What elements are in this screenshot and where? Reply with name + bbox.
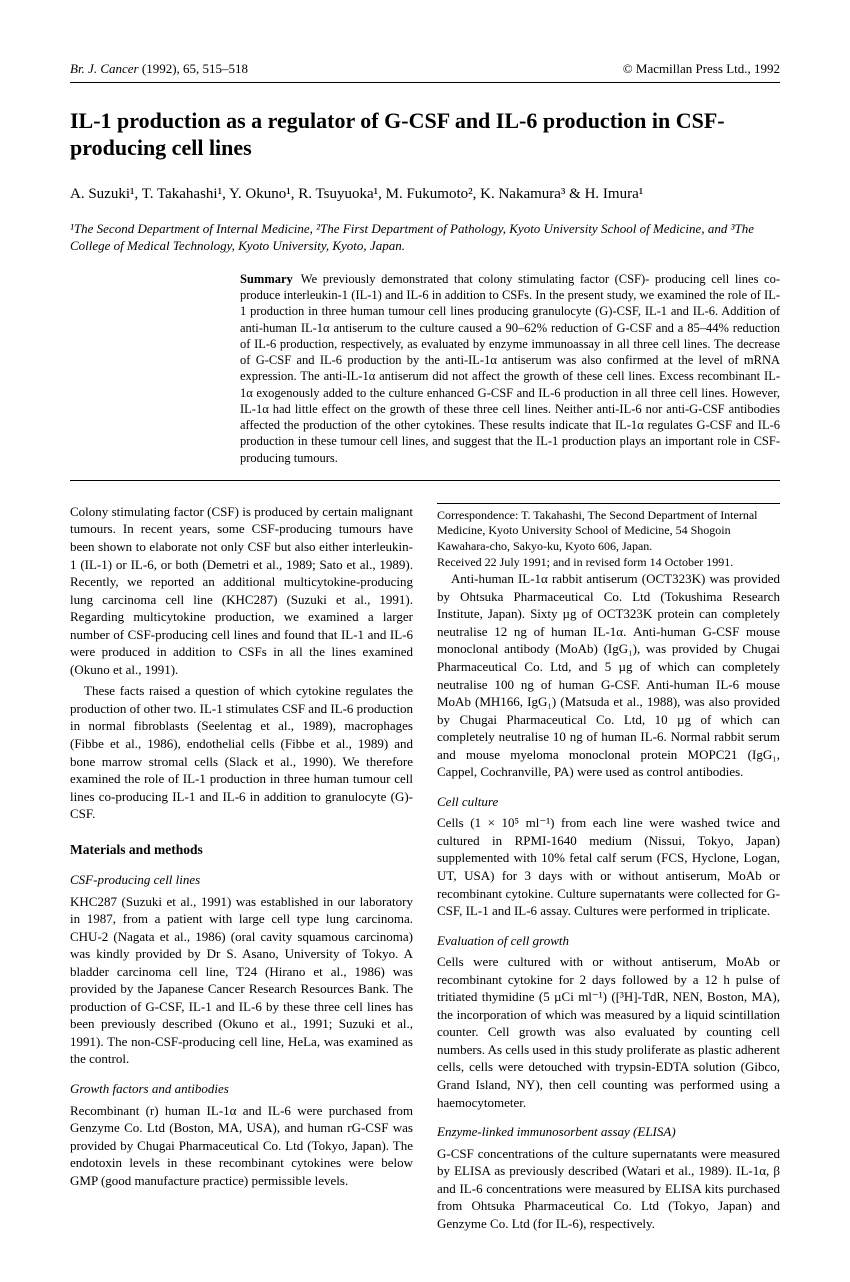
abstract-rule — [70, 480, 780, 481]
copyright: © Macmillan Press Ltd., 1992 — [623, 60, 780, 78]
intro-para-1: Colony stimulating factor (CSF) is produ… — [70, 503, 413, 678]
running-header: Br. J. Cancer (1992), 65, 515–518 © Macm… — [70, 60, 780, 78]
eval-growth-heading: Evaluation of cell growth — [437, 932, 780, 950]
footnote-block: Correspondence: T. Takahashi, The Second… — [437, 503, 780, 570]
elisa-para: G-CSF concentrations of the culture supe… — [437, 1145, 780, 1233]
growth-factors-heading: Growth factors and antibodies — [70, 1080, 413, 1098]
growth-factors-para-1: Recombinant (r) human IL-1α and IL-6 wer… — [70, 1102, 413, 1190]
correspondence: Correspondence: T. Takahashi, The Second… — [437, 508, 780, 555]
csf-lines-heading: CSF-producing cell lines — [70, 871, 413, 889]
cell-culture-heading: Cell culture — [437, 793, 780, 811]
summary-text: We previously demonstrated that colony s… — [240, 272, 780, 465]
received-date: Received 22 July 1991; and in revised fo… — [437, 555, 780, 571]
csf-lines-para: KHC287 (Suzuki et al., 1991) was establi… — [70, 893, 413, 1068]
elisa-heading: Enzyme-linked immunosorbent assay (ELISA… — [437, 1123, 780, 1141]
journal-ref: Br. J. Cancer (1992), 65, 515–518 — [70, 60, 248, 78]
footnote-rule — [437, 503, 780, 504]
header-rule — [70, 82, 780, 83]
summary-label: Summary — [240, 272, 293, 286]
materials-methods-heading: Materials and methods — [70, 841, 413, 859]
growth-factors-para-2: Anti-human IL-1α rabbit antiserum (OCT32… — [437, 570, 780, 781]
authors: A. Suzuki¹, T. Takahashi¹, Y. Okuno¹, R.… — [70, 184, 780, 204]
abstract: SummaryWe previously demonstrated that c… — [240, 271, 780, 466]
article-title: IL-1 production as a regulator of G-CSF … — [70, 107, 780, 162]
affiliations: ¹The Second Department of Internal Medic… — [70, 220, 780, 255]
body-columns: Colony stimulating factor (CSF) is produ… — [70, 503, 780, 1233]
cell-culture-para: Cells (1 × 10⁵ ml⁻¹) from each line were… — [437, 814, 780, 919]
eval-growth-para: Cells were cultured with or without anti… — [437, 953, 780, 1111]
intro-para-2: These facts raised a question of which c… — [70, 682, 413, 822]
